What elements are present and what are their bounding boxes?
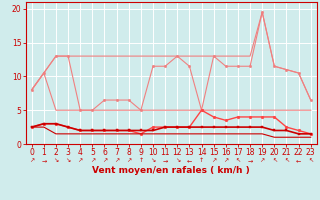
X-axis label: Vent moyen/en rafales ( km/h ): Vent moyen/en rafales ( km/h ) bbox=[92, 166, 250, 175]
